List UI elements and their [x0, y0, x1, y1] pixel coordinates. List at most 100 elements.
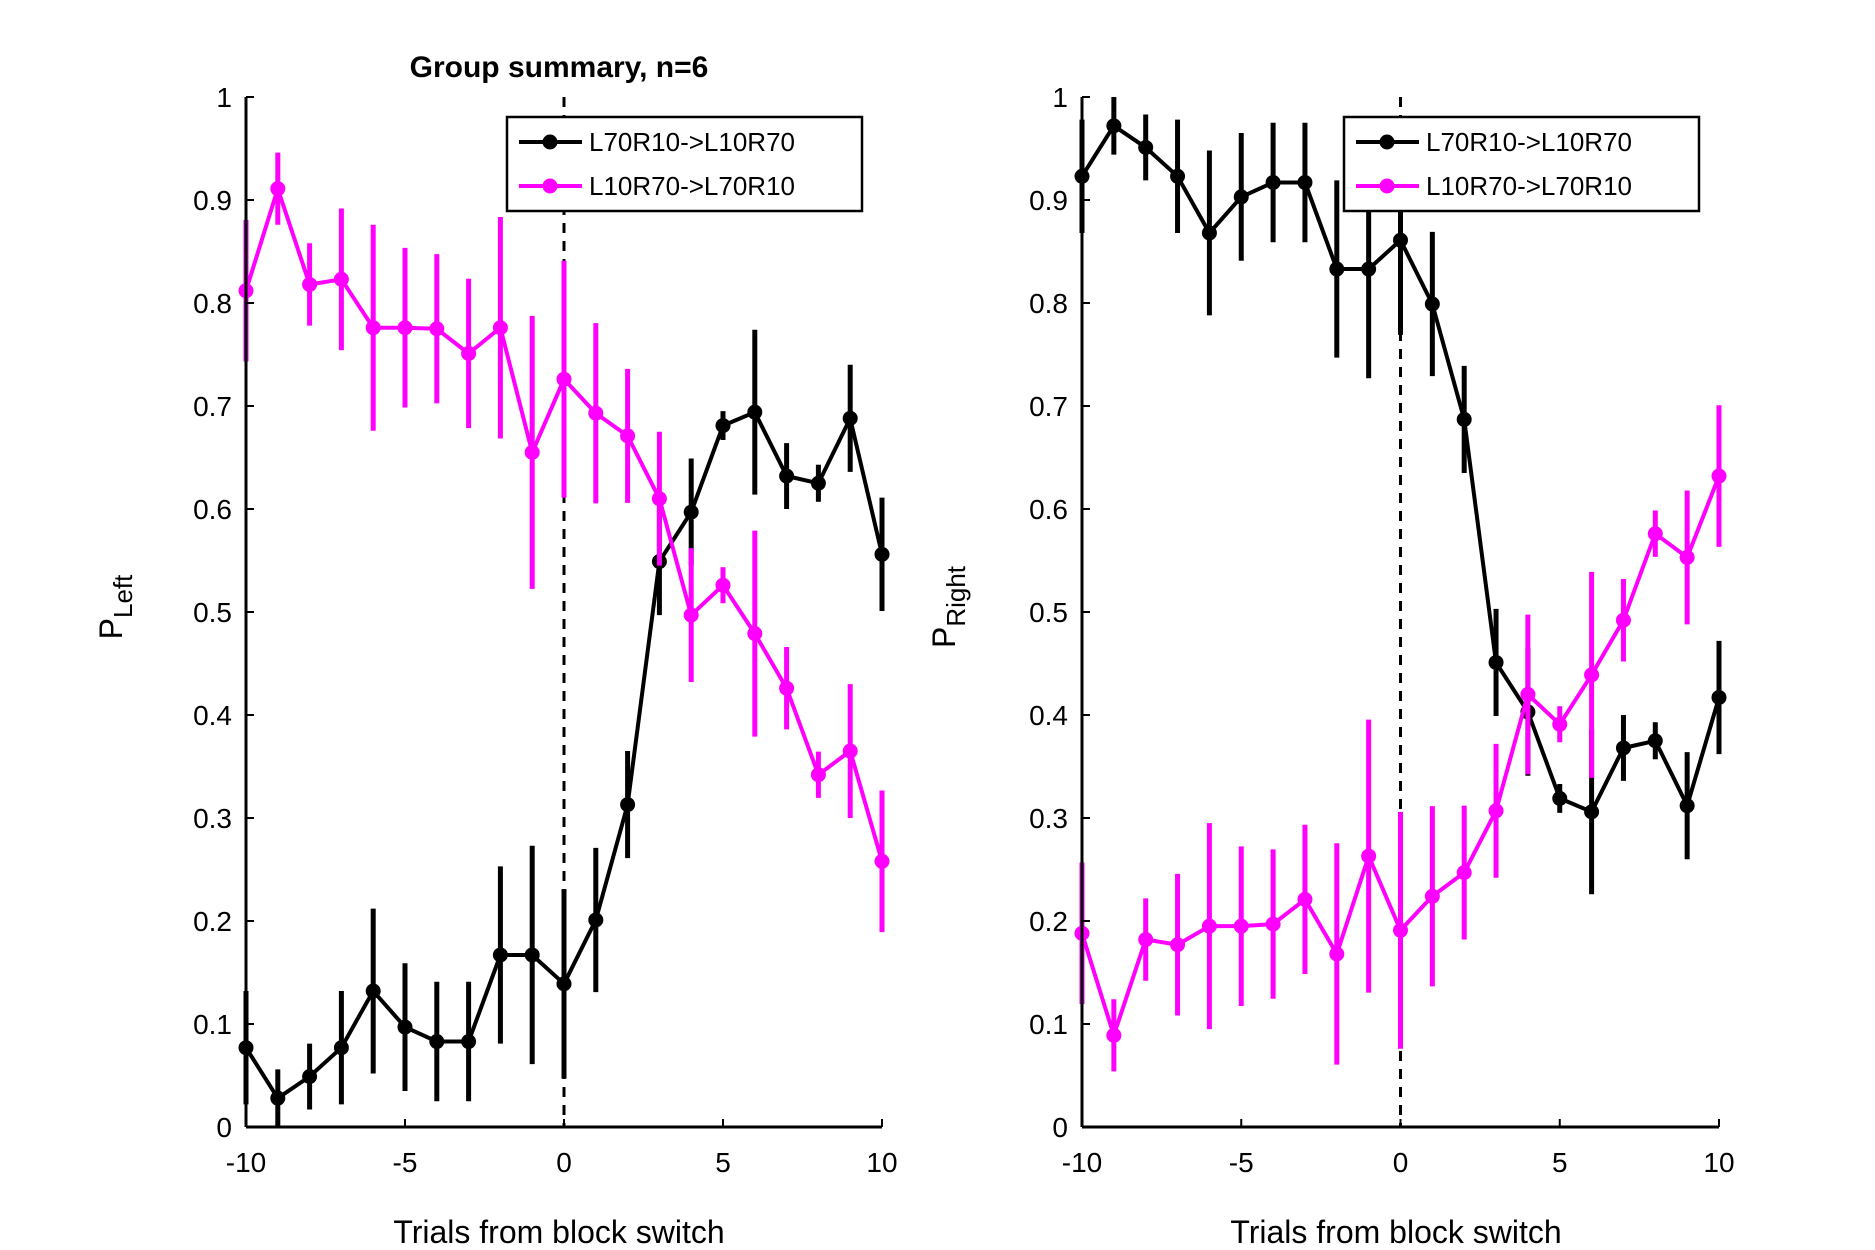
- left-y-tick-label: 0.5: [193, 597, 232, 628]
- left-y-axis-label: PLeft: [93, 574, 138, 639]
- left-axes: 0 0.1 0.2 0.3 0.4 0.5 0.6 0.7 0.8 0.9 1 -10 -5 0 5 10: [193, 82, 898, 1178]
- left-data-point: [683, 607, 699, 623]
- left-data-point: [302, 276, 318, 292]
- left-data-point: [524, 444, 540, 460]
- left-y-tick-label: 1: [216, 82, 232, 113]
- left-data-point: [556, 371, 572, 387]
- left-data-point: [492, 947, 508, 963]
- left-legend-label: L10R70->L70R10: [589, 171, 795, 201]
- left-y-tick-label: 0.7: [193, 391, 232, 422]
- right-x-tick-label: -5: [1229, 1147, 1254, 1178]
- right-data-point: [1393, 232, 1408, 248]
- right-series-1: [1074, 405, 1727, 1072]
- right-y-tick-label: 0.5: [1029, 597, 1068, 628]
- left-x-tick-label: -5: [393, 1147, 418, 1178]
- right-y-tick-label: 0.7: [1029, 391, 1068, 422]
- left-data-point: [588, 912, 604, 928]
- right-y-tick-label: 1: [1052, 82, 1068, 113]
- right-y-tick-label: 0.2: [1029, 906, 1068, 937]
- right-data-point: [1584, 804, 1600, 820]
- right-data-point: [1297, 891, 1313, 907]
- left-x-tick-label: -10: [226, 1147, 266, 1178]
- left-data-point: [747, 626, 763, 642]
- left-data-point: [620, 797, 636, 813]
- right-data-point: [1106, 118, 1122, 134]
- right-y-tick-label: 0.3: [1029, 803, 1068, 834]
- right-data-point: [1424, 888, 1440, 904]
- left-data-point: [874, 853, 890, 869]
- right-axes: 0 0.1 0.2 0.3 0.4 0.5 0.6 0.7 0.8 0.9 1 -10 -5 0 5 10: [1029, 82, 1735, 1178]
- left-y-tick-label: 0.9: [193, 185, 232, 216]
- left-data-point: [842, 410, 858, 426]
- right-y-tick-label: 0.6: [1029, 494, 1068, 525]
- left-chart-title: Group summary, n=6: [410, 51, 709, 84]
- right-x-tick-label: 0: [1393, 1147, 1409, 1178]
- left-data-point: [588, 405, 604, 421]
- left-data-point: [270, 181, 286, 197]
- left-data-point: [715, 577, 731, 593]
- right-data-point: [1297, 174, 1313, 190]
- right-data-point: [1170, 937, 1186, 953]
- left-y-tick-label: 0.4: [193, 700, 232, 731]
- right-data-point: [1138, 139, 1154, 155]
- right-legend-box: [1342, 115, 1701, 213]
- left-data-point: [620, 428, 636, 444]
- left-data-point: [715, 418, 731, 434]
- right-data-point: [1456, 411, 1472, 427]
- right-data-point: [1647, 526, 1663, 542]
- right-y-tick-label: 0.1: [1029, 1009, 1068, 1040]
- left-x-axis-label: Trials from block switch: [393, 1214, 724, 1250]
- left-data-point: [810, 475, 826, 491]
- left-y-tick-label: 0.6: [193, 494, 232, 525]
- right-legend-label: L10R70->L70R10: [1426, 171, 1632, 201]
- left-legend: L70R10->L10R70 L10R70->L70R10: [505, 115, 864, 213]
- right-data-point: [1456, 865, 1472, 881]
- right-data-point: [1138, 932, 1154, 948]
- right-plot-area: [1074, 97, 1727, 1127]
- left-data-point: [842, 743, 858, 759]
- right-legend-label: L70R10->L10R70: [1426, 127, 1632, 157]
- right-data-point: [1233, 189, 1249, 205]
- left-data-point: [429, 321, 445, 337]
- right-data-point: [1647, 733, 1663, 749]
- right-y-tick-label: 0.8: [1029, 288, 1068, 319]
- left-y-axis-label-main: P: [93, 618, 129, 639]
- left-data-point: [874, 546, 890, 562]
- right-data-point: [1393, 922, 1408, 938]
- left-legend-swatch-marker: [542, 134, 558, 150]
- left-data-point: [524, 947, 540, 963]
- left-data-point: [651, 491, 667, 507]
- left-data-point: [779, 680, 795, 696]
- right-legend: L70R10->L10R70 L10R70->L70R10: [1342, 115, 1701, 213]
- right-legend-swatch-marker: [1379, 178, 1395, 194]
- left-data-point: [365, 983, 381, 999]
- right-y-tick-label: 0.4: [1029, 700, 1068, 731]
- left-data-point: [397, 1019, 413, 1035]
- left-data-point: [365, 320, 381, 336]
- left-legend-label: L70R10->L10R70: [589, 127, 795, 157]
- left-series-1: [238, 152, 890, 933]
- right-x-tick-label: 5: [1552, 1147, 1568, 1178]
- right-y-axis-label: PRight: [926, 565, 971, 648]
- left-data-point: [429, 1034, 445, 1050]
- right-data-point: [1329, 261, 1345, 277]
- left-data-point: [747, 404, 763, 420]
- left-data-point: [333, 1040, 349, 1056]
- right-legend-swatch-marker: [1379, 134, 1395, 150]
- right-data-point: [1361, 261, 1377, 277]
- left-data-point: [397, 320, 413, 336]
- left-data-point: [779, 468, 795, 484]
- left-data-point: [333, 271, 349, 287]
- left-y-tick-label: 0.1: [193, 1009, 232, 1040]
- right-data-point: [1265, 916, 1281, 932]
- left-data-point: [270, 1090, 286, 1106]
- left-data-point: [683, 504, 699, 520]
- right-data-point: [1361, 848, 1377, 864]
- right-data-point: [1488, 803, 1504, 819]
- left-x-tick-label: 0: [556, 1147, 572, 1178]
- right-data-point: [1679, 798, 1695, 814]
- right-y-axis-label-main: P: [926, 627, 962, 648]
- left-y-tick-label: 0.2: [193, 906, 232, 937]
- right-panel: 0 0.1 0.2 0.3 0.4 0.5 0.6 0.7 0.8 0.9 1 -10 -5 0 5 10 T…: [926, 82, 1735, 1250]
